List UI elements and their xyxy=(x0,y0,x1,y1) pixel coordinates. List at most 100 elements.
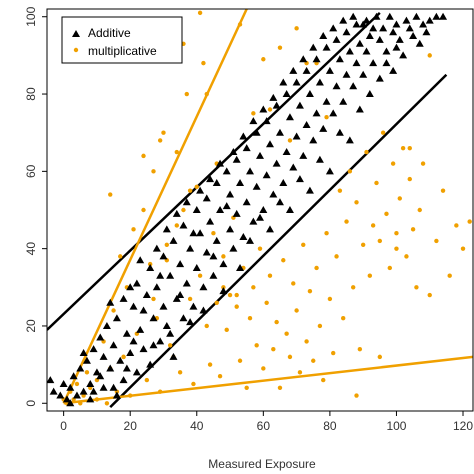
multiplicative-point xyxy=(377,354,383,360)
y-tick-label: 20 xyxy=(24,319,38,333)
additive-point xyxy=(365,90,374,98)
multiplicative-point xyxy=(267,107,273,112)
multiplicative-point xyxy=(254,343,259,348)
additive-point xyxy=(299,55,308,63)
multiplicative-point xyxy=(387,265,392,271)
multiplicative-point xyxy=(201,60,206,66)
multiplicative-point xyxy=(324,230,329,236)
multiplicative-point xyxy=(104,401,110,406)
additive-point xyxy=(162,225,171,233)
fit-line xyxy=(109,73,448,409)
y-tick-label: 80 xyxy=(24,87,38,101)
additive-point xyxy=(219,287,228,295)
multiplicative-point xyxy=(350,285,356,290)
additive-point xyxy=(279,78,288,86)
additive-point xyxy=(152,244,161,252)
additive-point xyxy=(375,35,384,43)
additive-point xyxy=(86,395,95,403)
additive-point xyxy=(219,260,228,268)
additive-point xyxy=(192,263,201,271)
additive-point xyxy=(239,233,248,241)
additive-point xyxy=(242,198,251,206)
additive-point xyxy=(72,391,81,399)
additive-point xyxy=(166,271,175,279)
additive-point xyxy=(269,93,278,101)
additive-point xyxy=(149,314,158,322)
multiplicative-point xyxy=(221,254,226,259)
additive-point xyxy=(179,221,188,229)
additive-point xyxy=(355,105,364,113)
x-tick-label: 80 xyxy=(323,419,337,433)
additive-point xyxy=(126,283,135,291)
multiplicative-point xyxy=(227,292,233,298)
multiplicative-point xyxy=(167,343,173,348)
multiplicative-point xyxy=(311,358,316,363)
additive-point xyxy=(272,101,281,109)
additive-point xyxy=(289,66,298,74)
multiplicative-point xyxy=(327,296,333,302)
additive-point xyxy=(246,236,255,244)
additive-point xyxy=(362,47,371,55)
x-axis-title: Measured Exposure xyxy=(208,457,316,471)
multiplicative-point xyxy=(108,192,113,197)
additive-point xyxy=(246,167,255,175)
additive-point xyxy=(209,252,218,260)
legend-label-additive: Additive xyxy=(88,26,131,40)
additive-point xyxy=(259,105,268,113)
multiplicative-point xyxy=(447,273,452,278)
additive-point xyxy=(259,206,268,213)
additive-point xyxy=(335,128,344,136)
additive-point xyxy=(182,279,191,287)
additive-point xyxy=(202,248,211,256)
multiplicative-point xyxy=(237,22,243,27)
additive-point xyxy=(206,217,215,225)
multiplicative-point xyxy=(204,323,209,329)
additive-point xyxy=(315,78,324,86)
multiplicative-point xyxy=(331,350,336,356)
additive-point xyxy=(226,190,235,198)
additive-point xyxy=(172,209,181,217)
multiplicative-point xyxy=(417,207,422,213)
legend: Additive multiplicative xyxy=(61,16,183,64)
multiplicative-point xyxy=(370,223,376,228)
additive-point xyxy=(335,55,344,63)
additive-point xyxy=(236,178,245,186)
additive-point xyxy=(359,70,368,78)
additive-point xyxy=(86,379,95,387)
additive-point xyxy=(262,117,271,125)
multiplicative-point xyxy=(334,254,339,259)
multiplicative-point xyxy=(397,196,402,201)
additive-point xyxy=(359,20,368,28)
fit-line xyxy=(47,11,381,331)
additive-point xyxy=(325,66,334,74)
additive-point xyxy=(182,198,191,206)
additive-point xyxy=(179,314,188,322)
additive-point xyxy=(422,28,431,36)
multiplicative-point xyxy=(128,393,133,398)
additive-point xyxy=(425,16,434,24)
additive-point xyxy=(285,206,294,213)
data-points xyxy=(47,10,472,407)
additive-point xyxy=(315,155,324,163)
additive-point xyxy=(79,349,88,357)
additive-point xyxy=(369,24,378,32)
additive-point xyxy=(132,368,141,376)
additive-point xyxy=(172,294,181,302)
additive-point xyxy=(229,148,238,156)
multiplicative-point xyxy=(440,188,446,193)
additive-point xyxy=(206,175,215,183)
multiplicative-point xyxy=(157,389,163,394)
additive-point xyxy=(159,302,168,310)
multiplicative-point xyxy=(164,242,170,247)
x-tick-label: 0 xyxy=(60,419,67,433)
additive-point xyxy=(156,337,165,345)
y-axis: 0 20 40 60 80 100 xyxy=(24,6,47,407)
legend-label-multiplicative: multiplicative xyxy=(88,44,157,58)
multiplicative-point xyxy=(404,254,409,259)
additive-point xyxy=(419,20,428,28)
additive-point xyxy=(352,59,361,67)
multiplicative-point xyxy=(207,362,213,367)
additive-point xyxy=(362,16,371,24)
additive-point xyxy=(342,70,351,78)
multiplicative-point xyxy=(314,265,319,271)
